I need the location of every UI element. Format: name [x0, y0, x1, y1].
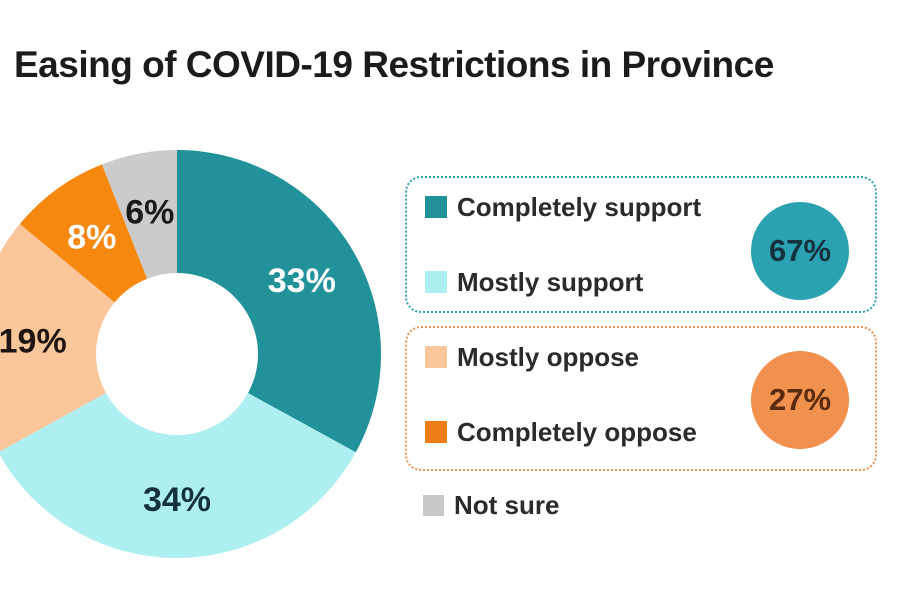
support-total-value: 67%: [768, 233, 832, 268]
legend-item-completely-support: Completely support: [425, 191, 875, 222]
swatch-mostly-support: [425, 271, 447, 293]
pie-slice-mostly-oppose: [0, 223, 115, 452]
swatch-not-sure: [423, 495, 444, 516]
legend-group-support: Completely support Mostly support 67%: [405, 176, 877, 313]
pie-slice-label: 34%: [143, 481, 211, 519]
support-total-badge: 67%: [751, 202, 849, 300]
legend-item-mostly-support: Mostly support: [425, 266, 875, 297]
swatch-completely-oppose: [425, 421, 447, 443]
chart-title: Easing of COVID-19 Restrictions in Provi…: [14, 44, 774, 85]
legend-label-mostly-support: Mostly support: [457, 266, 644, 297]
swatch-completely-support: [425, 196, 447, 218]
pie-slice-not-sure: [101, 150, 177, 279]
pie-slice-label: 8%: [67, 219, 116, 257]
legend-label-completely-oppose: Completely oppose: [457, 416, 697, 447]
swatch-mostly-oppose: [425, 346, 447, 368]
pie-slice-completely-oppose: [19, 164, 148, 303]
pie-slice-label: 6%: [125, 193, 174, 231]
pie-slice-completely-support: [177, 150, 381, 453]
oppose-total-badge: 27%: [751, 351, 849, 449]
legend-label-mostly-oppose: Mostly oppose: [457, 341, 640, 372]
pie-slice-mostly-support: [0, 393, 356, 558]
legend-label-not-sure: Not sure: [454, 490, 560, 520]
oppose-total-value: 27%: [768, 382, 832, 417]
legend-item-mostly-oppose: Mostly oppose: [425, 341, 875, 372]
pie-slice-label: 33%: [268, 262, 336, 300]
legend-group-oppose: Mostly oppose Completely oppose 27%: [405, 326, 877, 471]
legend-item-not-sure: Not sure: [423, 490, 559, 521]
legend-label-completely-support: Completely support: [457, 191, 702, 222]
pie-slice-label: 19%: [0, 322, 67, 360]
legend-item-completely-oppose: Completely oppose: [425, 416, 875, 447]
